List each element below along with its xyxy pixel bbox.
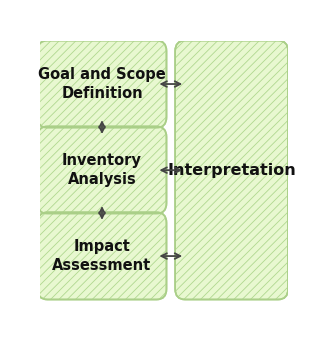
Text: Impact
Assessment: Impact Assessment: [52, 239, 152, 273]
FancyBboxPatch shape: [175, 41, 288, 299]
FancyBboxPatch shape: [37, 126, 166, 214]
FancyBboxPatch shape: [37, 41, 166, 128]
Text: Inventory
Analysis: Inventory Analysis: [62, 153, 142, 187]
Text: Interpretation: Interpretation: [167, 163, 296, 177]
Text: Goal and Scope
Definition: Goal and Scope Definition: [38, 67, 166, 101]
FancyBboxPatch shape: [37, 212, 166, 299]
